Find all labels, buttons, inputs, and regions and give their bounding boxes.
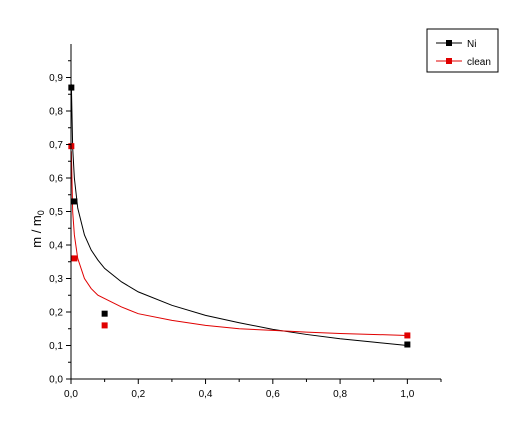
y-tick-label: 0,7 (49, 140, 63, 151)
y-tick-label: 0,1 (49, 341, 63, 352)
y-axis-label-subscript: 0 (36, 210, 46, 215)
legend-marker-clean (446, 58, 452, 64)
data-points (68, 84, 411, 348)
y-tick-label: 0,0 (49, 375, 63, 386)
data-point-clean (71, 255, 78, 262)
ticks: 0,0 0,2 0,4 0,6 0,8 1,0 0,0 0,1 0,2 0,3 0,4 0,5 0,6 0… (49, 60, 442, 400)
x-tick-label: 0,6 (266, 389, 280, 400)
legend: Ni clean (426, 28, 499, 73)
fit-curves (70, 84, 408, 346)
x-tick-label: 1,0 (400, 389, 414, 400)
legend-label-ni: Ni (467, 39, 476, 50)
fit-curve-ni (70, 84, 408, 346)
x-tick-label: 0,8 (333, 389, 347, 400)
y-axis-label: m / m0 (29, 210, 46, 248)
y-tick-label: 0,6 (49, 174, 63, 185)
legend-marker-ni (446, 40, 452, 46)
y-tick-label: 0,4 (49, 241, 63, 252)
y-tick-label: 0,2 (49, 308, 63, 319)
data-point-ni (404, 341, 411, 348)
y-tick-label: 0,5 (49, 207, 63, 218)
y-tick-label: 0,9 (49, 73, 63, 84)
y-axis-label-main: m / m (29, 215, 44, 248)
legend-box (426, 28, 499, 73)
y-tick-label: 0,8 (49, 107, 63, 118)
axes (70, 44, 441, 380)
data-point-clean (101, 322, 108, 329)
x-tick-label: 0,2 (131, 389, 145, 400)
data-point-ni (71, 198, 78, 205)
y-tick-label: 0,3 (49, 274, 63, 285)
x-tick-label: 0,0 (64, 389, 78, 400)
x-tick-label: 0,4 (199, 389, 213, 400)
fit-curve-clean (70, 151, 408, 336)
data-point-ni (101, 310, 108, 317)
legend-label-clean: clean (467, 57, 491, 68)
data-point-clean (404, 332, 411, 339)
